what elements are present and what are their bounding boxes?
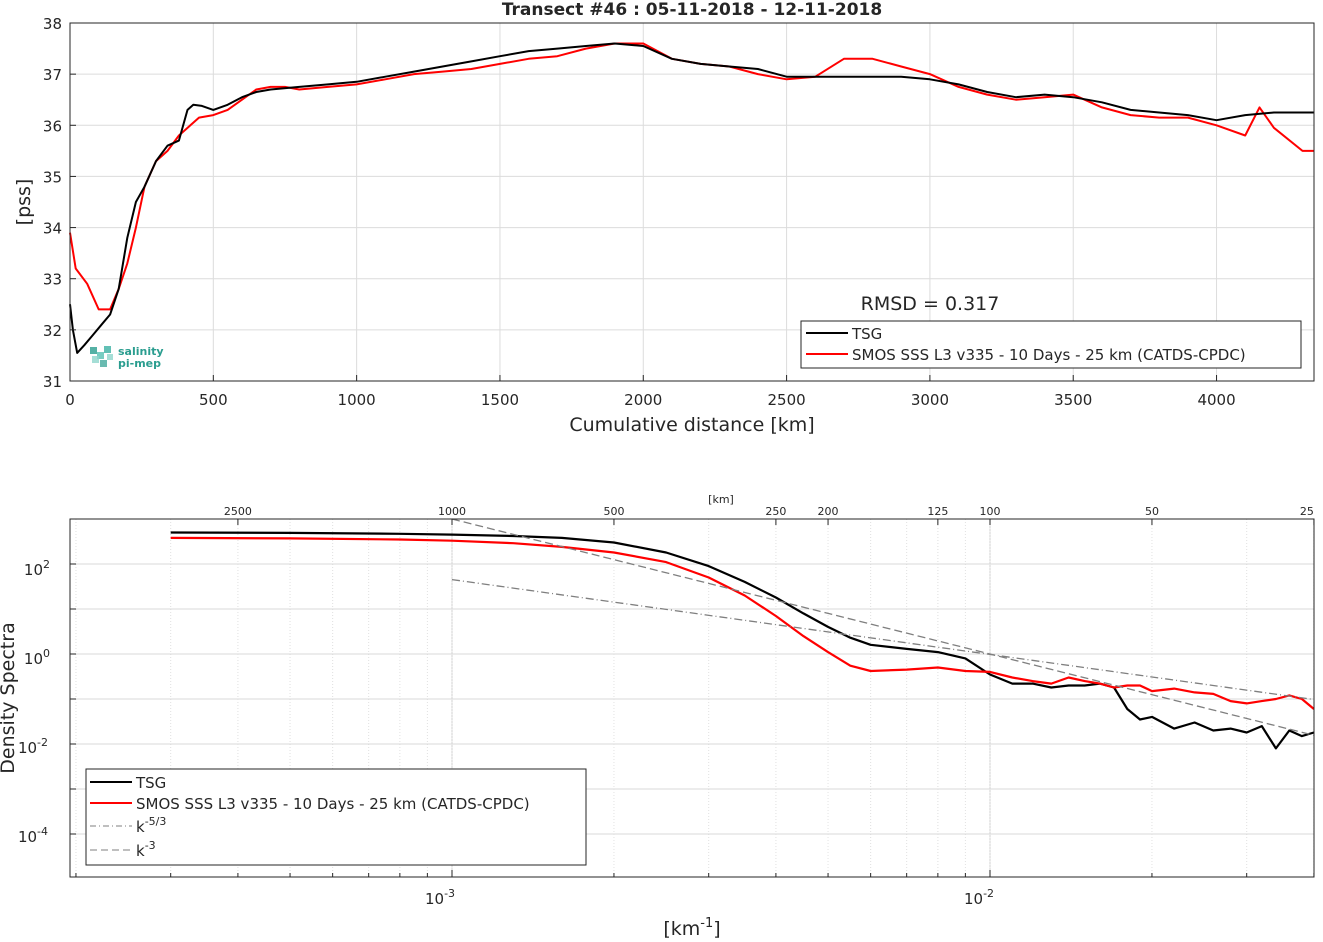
logo-square xyxy=(97,352,104,359)
top-legend: TSG SMOS SSS L3 v335 - 10 Days - 25 km (… xyxy=(800,320,1302,369)
legend-label-k53: k-5/3 xyxy=(136,815,166,836)
top-y-tick-label: 37 xyxy=(43,66,62,84)
tsg-series-line xyxy=(69,42,1314,354)
logo-text-line2: pi-mep xyxy=(118,357,161,370)
logo-square xyxy=(90,347,97,354)
bottom-top-tick-label: 250 xyxy=(765,505,786,518)
bottom-y-tick-label: 100 xyxy=(24,647,50,668)
top-x-tick-label: 1000 xyxy=(338,391,376,409)
top-x-tick-label: 2000 xyxy=(624,391,662,409)
top-x-tick-label: 1500 xyxy=(481,391,519,409)
transect-salinity-plot: Transect #46 : 05-11-2018 - 12-11-2018 0… xyxy=(13,0,1315,436)
tsg-spectrum-line xyxy=(170,531,1315,750)
bottom-y-axis-label: Density Spectra xyxy=(0,622,19,773)
logo-text-line1: salinity xyxy=(118,345,164,358)
top-axes-box xyxy=(69,22,1315,382)
bottom-top-tick-label: 50 xyxy=(1145,505,1159,518)
bottom-legend: TSG SMOS SSS L3 v335 - 10 Days - 25 km (… xyxy=(85,768,587,866)
top-legend-box xyxy=(800,320,1302,369)
bottom-y-tick-label: 10-2 xyxy=(18,736,48,757)
legend-label-tsg: TSG xyxy=(135,774,166,792)
bottom-x-axis-label: [km-1] xyxy=(663,916,720,940)
logo-square xyxy=(92,356,99,363)
top-chart-title: Transect #46 : 05-11-2018 - 12-11-2018 xyxy=(502,0,882,20)
top-y-tick-label: 31 xyxy=(43,373,62,391)
top-series xyxy=(69,42,1314,354)
top-y-tick-label: 33 xyxy=(43,271,62,289)
bottom-x-tick-label: 10-2 xyxy=(964,887,994,908)
top-x-axis-label: Cumulative distance [km] xyxy=(569,414,814,436)
top-ticks: 0 500 1000 1500 2000 2500 3000 3500 4000 31 32 33 34… xyxy=(43,15,1236,409)
salinity-pi-mep-logo: salinity pi-mep xyxy=(90,345,164,370)
bottom-y-tick-label: 10-4 xyxy=(18,825,48,846)
legend-label-tsg: TSG xyxy=(851,325,882,343)
k53-reference-line xyxy=(451,578,1314,701)
top-y-tick-label: 35 xyxy=(43,168,62,186)
legend-label-smos: SMOS SSS L3 v335 - 10 Days - 25 km (CATD… xyxy=(136,795,530,813)
top-x-tick-label: 500 xyxy=(199,391,228,409)
bottom-top-tick-label: 100 xyxy=(980,505,1001,518)
rmsd-annotation: RMSD = 0.317 xyxy=(861,293,1000,315)
top-y-tick-label: 34 xyxy=(43,220,62,238)
bottom-y-tick-label: 102 xyxy=(24,558,50,579)
bottom-series xyxy=(170,518,1315,750)
top-y-tick-label: 38 xyxy=(43,15,62,33)
smos-spectrum-line xyxy=(170,536,1315,710)
bottom-axes-box xyxy=(69,518,1315,878)
top-x-tick-label: 3000 xyxy=(911,391,949,409)
bottom-top-tick-label: 1000 xyxy=(438,505,466,518)
bottom-top-tick-label: 25 xyxy=(1300,505,1314,518)
bottom-ticks: 2500 1000 500 250 200 125 100 50 25 xyxy=(70,505,1315,877)
top-x-tick-label: 0 xyxy=(65,391,75,409)
k3-reference-line xyxy=(451,518,1315,736)
top-y-tick-label: 36 xyxy=(43,117,62,135)
bottom-x-tick-label: 10-3 xyxy=(425,887,455,908)
legend-label-k3: k-3 xyxy=(136,839,156,860)
top-x-tick-label: 4000 xyxy=(1197,391,1235,409)
top-grid xyxy=(70,23,1314,381)
top-y-tick-label: 32 xyxy=(43,322,62,340)
bottom-top-tick-label: 2500 xyxy=(224,505,252,518)
top-x-tick-label: 2500 xyxy=(767,391,805,409)
smos-series-line xyxy=(69,42,1314,311)
bottom-top-tick-label: 125 xyxy=(927,505,948,518)
bottom-top-axis-label: [km] xyxy=(708,493,734,506)
logo-square xyxy=(104,346,111,353)
density-spectra-plot: 2500 1000 500 250 200 125 100 50 25 [km] 10-3 10… xyxy=(0,493,1315,940)
bottom-top-tick-label: 500 xyxy=(603,505,624,518)
top-y-axis-label: [pss] xyxy=(13,179,35,226)
top-x-tick-label: 3500 xyxy=(1054,391,1092,409)
bottom-top-tick-label: 200 xyxy=(818,505,839,518)
logo-square xyxy=(107,354,113,360)
logo-square xyxy=(100,360,107,367)
legend-label-smos: SMOS SSS L3 v335 - 10 Days - 25 km (CATD… xyxy=(852,346,1246,364)
bottom-legend-box xyxy=(85,768,587,866)
